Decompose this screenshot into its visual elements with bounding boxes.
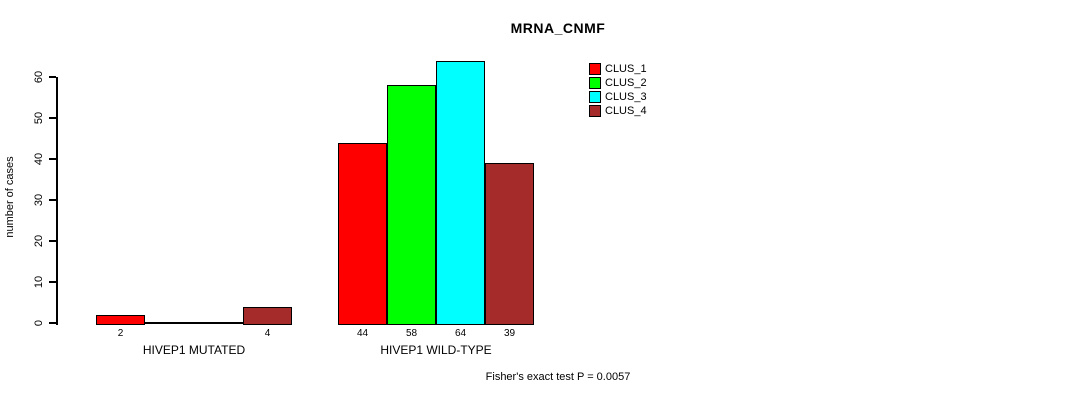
fisher-test-annotation: Fisher's exact test P = 0.0057 (485, 371, 631, 383)
y-tick (49, 117, 56, 119)
y-tick (49, 281, 56, 283)
bar-clus_1 (96, 315, 145, 325)
bar-clus_3 (436, 61, 485, 325)
bar-clus_3-zero (194, 322, 243, 324)
bar-clus_2-zero (145, 322, 194, 324)
bar-clus_4 (485, 163, 534, 325)
legend-swatch-clus_4 (589, 105, 601, 117)
legend-label: CLUS_2 (605, 77, 647, 89)
group-label: HIVEP1 MUTATED (142, 343, 246, 357)
chart-title: MRNA_CNMF (510, 20, 606, 36)
y-tick (49, 199, 56, 201)
y-tick (49, 240, 56, 242)
legend-swatch-clus_3 (589, 91, 601, 103)
legend-swatch-clus_2 (589, 77, 601, 89)
y-tick (49, 322, 56, 324)
legend-label: CLUS_4 (605, 105, 647, 117)
bar-value-label: 44 (356, 328, 369, 339)
bar-clus_2 (387, 85, 436, 325)
bar-clus_1 (338, 143, 387, 325)
y-tick (49, 158, 56, 160)
bar-clus_4 (243, 307, 292, 325)
group-label: HIVEP1 WILD-TYPE (380, 343, 492, 357)
y-tick (49, 76, 56, 78)
bar-value-label: 2 (117, 328, 124, 339)
bar-value-label: 64 (454, 328, 467, 339)
bar-value-label: 58 (405, 328, 418, 339)
bar-value-label: 4 (264, 328, 271, 339)
bar-value-label: 39 (503, 328, 516, 339)
legend-label: CLUS_3 (605, 91, 647, 103)
legend-label: CLUS_1 (605, 63, 647, 75)
legend-swatch-clus_1 (589, 63, 601, 75)
y-axis-line (56, 77, 58, 325)
